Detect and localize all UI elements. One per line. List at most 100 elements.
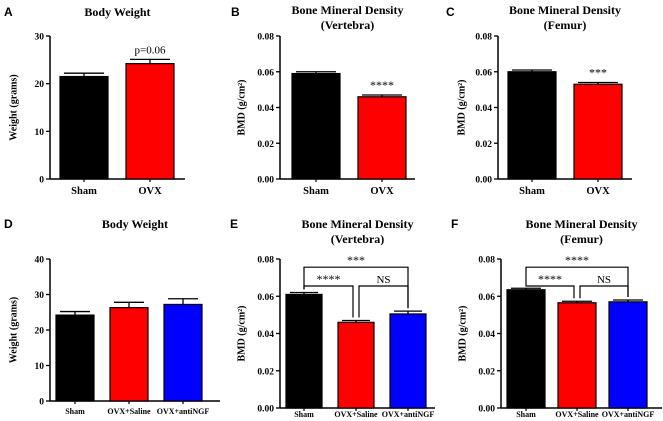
y-tick-label: 40 bbox=[35, 256, 45, 266]
y-tick-label: 0.08 bbox=[257, 256, 274, 266]
panel-d: D Body Weight Weight (grams) 0 10 20 30 40 Sham O… bbox=[4, 217, 220, 416]
y-axis-label: BMD (g/cm²) bbox=[457, 305, 468, 361]
bracket-label: *** bbox=[347, 253, 365, 267]
panel-letter: C bbox=[446, 5, 455, 19]
bracket-label: NS bbox=[376, 274, 390, 286]
category-label: OVX+Saline bbox=[555, 410, 599, 419]
panel-letter: F bbox=[451, 217, 458, 231]
bar bbox=[357, 96, 407, 180]
bracket-label: **** bbox=[565, 253, 589, 267]
y-tick-label: 10 bbox=[35, 128, 45, 138]
y-tick-label: 0.02 bbox=[478, 367, 495, 377]
panel-letter: E bbox=[230, 217, 238, 231]
y-tick-label: 0.08 bbox=[475, 33, 492, 43]
chart-title-line: Bone Mineral Density bbox=[509, 3, 621, 17]
y-tick-label: 0.04 bbox=[257, 104, 274, 114]
bar bbox=[389, 313, 427, 409]
y-tick-label: 30 bbox=[35, 291, 45, 301]
chart-title-line: (Vertebra) bbox=[331, 232, 385, 246]
y-tick-label: 0.04 bbox=[475, 104, 492, 114]
category-label: OVX+antiNGF bbox=[382, 410, 435, 419]
chart-title-line: Bone Mineral Density bbox=[302, 217, 414, 231]
panel-letter: A bbox=[4, 5, 13, 19]
category-label: OVX+antiNGF bbox=[157, 407, 210, 416]
y-tick-label: 0.00 bbox=[257, 405, 274, 415]
bracket-label: **** bbox=[317, 272, 341, 286]
panel-c: C Bone Mineral Density(Femur) BMD (g/cm²) 0… bbox=[446, 3, 632, 197]
panel-b: B Bone Mineral Density(Vertebra) BMD (g/cm… bbox=[231, 3, 415, 197]
y-tick-label: 0.06 bbox=[257, 293, 274, 303]
chart-title-line: (Femur) bbox=[544, 18, 587, 32]
chart-title-line: Body Weight bbox=[84, 5, 150, 19]
bar bbox=[557, 302, 597, 409]
significance-annotation: **** bbox=[370, 78, 394, 92]
category-label: OVX bbox=[586, 186, 610, 197]
bar bbox=[125, 63, 175, 180]
y-tick-label: 0.06 bbox=[478, 293, 495, 303]
y-tick-label: 0.04 bbox=[478, 330, 495, 340]
category-label: Sham bbox=[294, 410, 314, 419]
bar bbox=[109, 307, 149, 402]
y-tick-label: 0.06 bbox=[475, 68, 492, 78]
category-label: Sham bbox=[71, 186, 97, 197]
y-axis-label: Weight (grams) bbox=[8, 297, 19, 363]
category-label: Sham bbox=[519, 186, 545, 197]
significance-annotation: *** bbox=[589, 65, 607, 79]
chart-title-line: (Vertebra) bbox=[321, 18, 375, 32]
comparison-bracket bbox=[525, 285, 575, 299]
category-label: OVX bbox=[370, 186, 394, 197]
chart-title-line: (Femur) bbox=[560, 232, 603, 246]
y-tick-label: 0 bbox=[39, 176, 44, 186]
bar bbox=[507, 71, 557, 180]
chart-title-line: Bone Mineral Density bbox=[292, 3, 404, 17]
category-label: OVX+Saline bbox=[107, 407, 151, 416]
y-tick-label: 0.02 bbox=[257, 140, 274, 150]
category-label: OVX bbox=[138, 186, 162, 197]
bar bbox=[573, 83, 623, 180]
significance-annotation: p=0.06 bbox=[135, 44, 166, 56]
y-tick-label: 0.08 bbox=[478, 256, 495, 266]
bar bbox=[608, 301, 648, 409]
y-tick-label: 0.08 bbox=[257, 33, 274, 43]
y-axis-label: Weight (grams) bbox=[8, 74, 19, 140]
y-axis-label: BMD (g/cm²) bbox=[456, 79, 467, 135]
y-tick-label: 0.00 bbox=[257, 176, 274, 186]
y-tick-label: 0.06 bbox=[257, 68, 274, 78]
y-tick-label: 30 bbox=[35, 33, 45, 43]
comparison-bracket bbox=[303, 285, 354, 318]
y-tick-label: 0.02 bbox=[257, 367, 274, 377]
panel-a: A Body Weight Weight (grams) 0 10 20 30 Sham OVX… bbox=[4, 5, 185, 197]
category-label: Sham bbox=[303, 186, 329, 197]
category-label: OVX+Saline bbox=[334, 410, 378, 419]
bar bbox=[506, 289, 546, 409]
y-tick-label: 20 bbox=[35, 327, 45, 337]
panel-f: F Bone Mineral Density(Femur) BMD (g/cm²) 0… bbox=[451, 217, 662, 419]
bar bbox=[291, 72, 341, 180]
comparison-bracket bbox=[579, 285, 629, 299]
bar bbox=[59, 75, 109, 180]
bar bbox=[337, 321, 375, 409]
panel-e: E Bone Mineral Density(Vertebra) BMD (g/cm… bbox=[230, 217, 435, 419]
category-label: Sham bbox=[65, 407, 85, 416]
y-tick-label: 10 bbox=[35, 362, 45, 372]
bar bbox=[285, 293, 323, 409]
chart-title-line: Body Weight bbox=[102, 217, 168, 231]
y-axis-label: BMD (g/cm²) bbox=[236, 79, 247, 135]
category-label: Sham bbox=[516, 410, 536, 419]
y-tick-label: 0.02 bbox=[475, 140, 492, 150]
panel-letter: D bbox=[4, 217, 13, 231]
y-tick-label: 0.04 bbox=[257, 330, 274, 340]
bracket-label: **** bbox=[538, 272, 562, 286]
y-tick-label: 0.00 bbox=[475, 176, 492, 186]
bar bbox=[55, 314, 95, 402]
comparison-bracket bbox=[358, 285, 409, 318]
y-tick-label: 0 bbox=[39, 398, 44, 408]
chart-title-line: Bone Mineral Density bbox=[526, 217, 638, 231]
y-axis-label: BMD (g/cm²) bbox=[236, 305, 247, 361]
y-tick-label: 0.00 bbox=[478, 405, 495, 415]
comparison-bracket bbox=[525, 266, 629, 297]
bracket-label: NS bbox=[597, 274, 611, 286]
bar bbox=[163, 303, 203, 402]
y-tick-label: 20 bbox=[35, 80, 45, 90]
